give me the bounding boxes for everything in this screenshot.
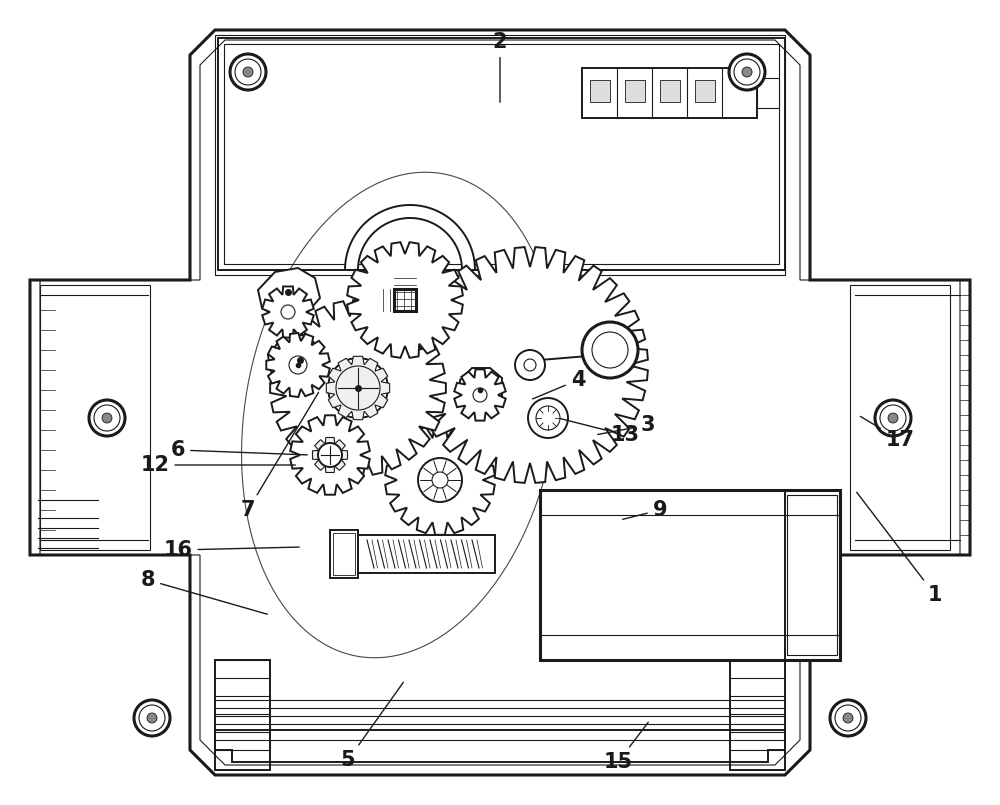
Bar [850, 285, 950, 550]
Circle shape [289, 356, 307, 374]
Bar [540, 490, 840, 660]
Circle shape [432, 472, 448, 488]
Text: 3: 3 [598, 415, 655, 435]
Polygon shape [345, 205, 475, 270]
Polygon shape [258, 268, 320, 318]
Bar [730, 660, 785, 770]
Circle shape [281, 305, 295, 319]
Polygon shape [326, 357, 390, 419]
Text: 6: 6 [171, 440, 307, 460]
Circle shape [875, 400, 911, 436]
Text: 9: 9 [623, 500, 667, 520]
Circle shape [888, 413, 898, 423]
Circle shape [94, 405, 120, 431]
Bar [695, 80, 715, 102]
Bar [215, 660, 270, 770]
Polygon shape [262, 287, 314, 337]
Polygon shape [460, 368, 502, 408]
Bar [40, 285, 150, 550]
Polygon shape [270, 300, 446, 476]
Bar [787, 495, 837, 655]
Bar [625, 80, 645, 102]
Text: 15: 15 [603, 722, 648, 772]
Polygon shape [347, 242, 463, 357]
Circle shape [473, 388, 487, 402]
Circle shape [328, 358, 388, 418]
Bar [330, 530, 358, 578]
Circle shape [230, 54, 266, 90]
Bar [224, 44, 779, 264]
Bar [218, 38, 785, 270]
Bar [215, 35, 785, 275]
Text: 2: 2 [493, 32, 507, 102]
Circle shape [102, 413, 112, 423]
Text: 1: 1 [857, 492, 942, 605]
Circle shape [515, 350, 545, 380]
Circle shape [524, 359, 536, 371]
Circle shape [742, 67, 752, 77]
Bar [757, 78, 779, 108]
Bar [355, 535, 495, 573]
Bar [582, 68, 757, 118]
Polygon shape [385, 425, 495, 535]
Circle shape [880, 405, 906, 431]
Circle shape [830, 700, 866, 736]
Circle shape [528, 398, 568, 438]
Polygon shape [266, 333, 330, 397]
Circle shape [243, 67, 253, 77]
Bar [660, 80, 680, 102]
Text: 12: 12 [140, 455, 295, 475]
Circle shape [734, 59, 760, 85]
Polygon shape [290, 415, 370, 495]
Circle shape [235, 59, 261, 85]
Text: 7: 7 [241, 392, 319, 520]
Circle shape [139, 705, 165, 731]
Circle shape [843, 713, 853, 723]
Text: 17: 17 [860, 416, 914, 450]
Text: 4: 4 [533, 370, 585, 399]
Text: 8: 8 [141, 570, 267, 614]
Circle shape [134, 700, 170, 736]
Bar [394, 289, 416, 311]
Text: 13: 13 [561, 419, 640, 445]
Circle shape [418, 458, 462, 502]
Polygon shape [412, 247, 648, 483]
Polygon shape [268, 335, 322, 382]
Circle shape [318, 443, 342, 467]
Bar [333, 533, 355, 575]
Circle shape [729, 54, 765, 90]
Bar [590, 80, 610, 102]
Polygon shape [454, 369, 506, 421]
Polygon shape [312, 437, 348, 473]
Polygon shape [30, 30, 970, 775]
Circle shape [89, 400, 125, 436]
Circle shape [582, 322, 638, 378]
Circle shape [835, 705, 861, 731]
Text: 5: 5 [341, 683, 403, 770]
Text: 16: 16 [164, 540, 299, 560]
Circle shape [147, 713, 157, 723]
